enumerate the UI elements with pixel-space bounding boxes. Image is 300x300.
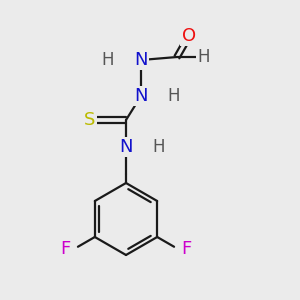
Text: F: F <box>181 241 192 259</box>
Text: F: F <box>60 241 71 258</box>
Text: H: H <box>102 51 114 69</box>
Text: H: H <box>153 138 165 156</box>
Text: O: O <box>182 27 196 45</box>
Text: N: N <box>134 87 148 105</box>
Text: S: S <box>84 111 96 129</box>
Text: H: H <box>168 87 180 105</box>
Text: N: N <box>134 51 148 69</box>
Text: H: H <box>198 48 210 66</box>
Text: N: N <box>119 138 133 156</box>
